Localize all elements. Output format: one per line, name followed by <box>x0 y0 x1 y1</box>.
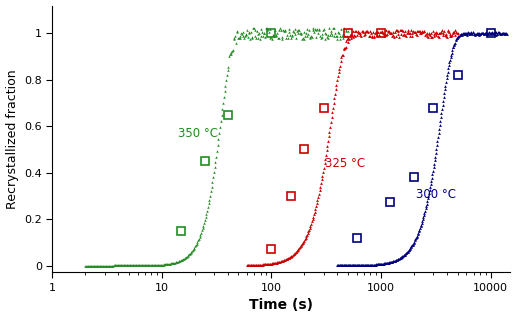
Text: 300 °C: 300 °C <box>416 188 456 201</box>
Text: 325 °C: 325 °C <box>325 157 365 170</box>
Text: 350 °C: 350 °C <box>178 127 218 140</box>
X-axis label: Time (s): Time (s) <box>249 299 313 313</box>
Y-axis label: Recrystallized fraction: Recrystallized fraction <box>6 69 19 209</box>
